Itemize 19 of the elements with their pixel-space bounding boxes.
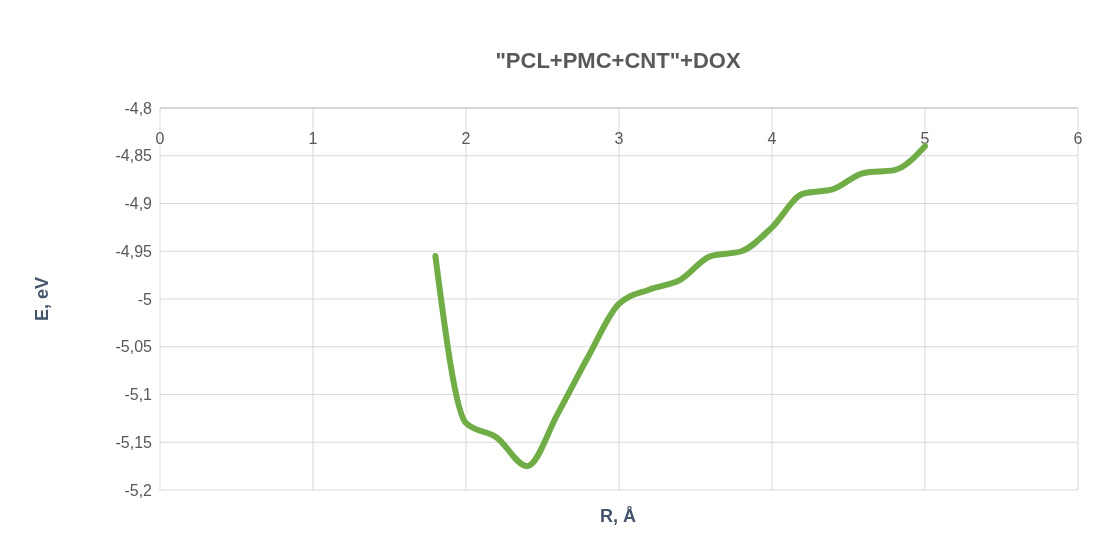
x-tick-label: 1	[308, 130, 318, 147]
x-tick-label: 3	[614, 130, 624, 147]
y-tick-label: -4,8	[124, 99, 153, 117]
x-tick-label: 2	[461, 130, 471, 147]
y-tick-label: -5,2	[124, 481, 153, 499]
y-tick-label: -5,15	[115, 433, 153, 451]
y-tick-label: -4,9	[124, 195, 153, 213]
x-tick-label: 6	[1073, 130, 1083, 147]
x-axis-title: R, Å	[600, 506, 636, 526]
y-tick-label: -5,05	[115, 338, 153, 356]
chart-title: "PCL+PMC+CNT"+DOX	[495, 48, 741, 73]
x-tick-label: 0	[155, 130, 165, 147]
y-axis-title: E, eV	[32, 276, 52, 322]
y-tick-label: -4,85	[115, 147, 153, 165]
y-tick-label: -5	[137, 290, 153, 308]
y-tick-label: -5,1	[124, 386, 153, 404]
x-tick-label: 5	[920, 130, 930, 147]
y-tick-label: -4,95	[115, 242, 153, 260]
x-tick-label: 4	[767, 130, 777, 147]
